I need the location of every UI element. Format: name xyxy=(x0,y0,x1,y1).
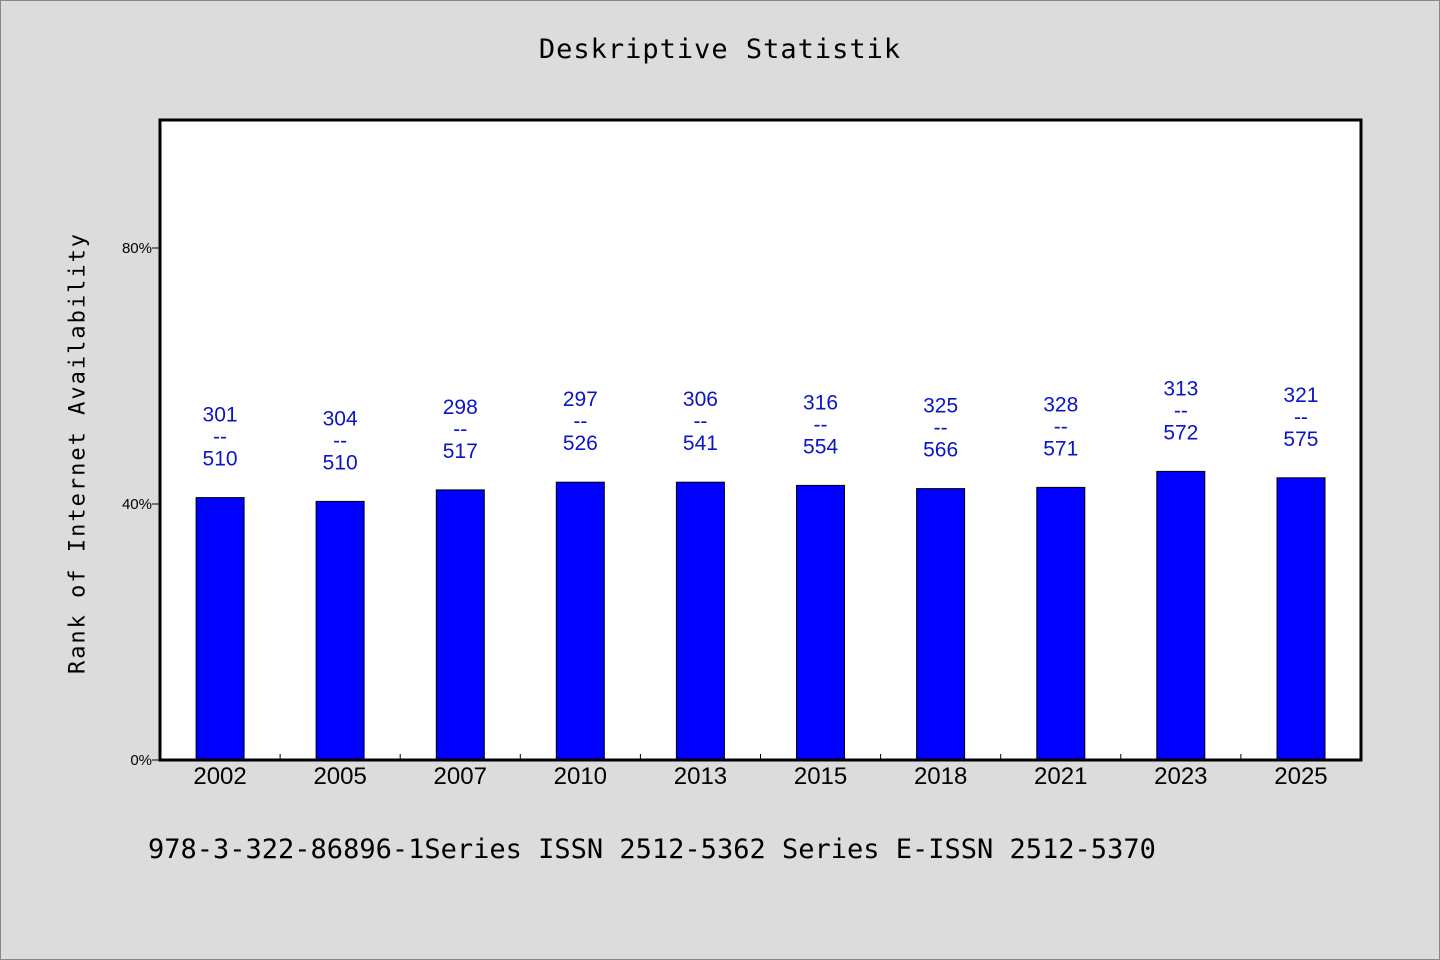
x-tick-label: 2023 xyxy=(1154,763,1207,790)
data-label: -- xyxy=(1294,406,1308,429)
data-label: -- xyxy=(934,417,948,440)
data-label: 325 xyxy=(923,395,958,418)
data-label: -- xyxy=(693,410,707,433)
x-tick-label: 2007 xyxy=(434,763,487,790)
bar xyxy=(1276,477,1326,761)
data-label: 321 xyxy=(1283,384,1318,407)
bar xyxy=(916,488,966,761)
data-label: 313 xyxy=(1163,377,1198,400)
data-label: 517 xyxy=(443,440,478,463)
data-label: -- xyxy=(573,410,587,433)
y-tick-label: 0% xyxy=(130,752,152,769)
data-label: 297 xyxy=(563,388,598,411)
data-label: 328 xyxy=(1043,393,1078,416)
data-label: -- xyxy=(453,418,467,441)
data-label: -- xyxy=(814,413,828,436)
data-label: 571 xyxy=(1043,437,1078,460)
data-label: 575 xyxy=(1283,428,1318,451)
x-tick-label: 2015 xyxy=(794,763,847,790)
x-tick-label: 2010 xyxy=(554,763,607,790)
data-label: 510 xyxy=(203,448,238,471)
data-label: -- xyxy=(213,426,227,449)
bar xyxy=(1036,486,1086,761)
data-label: 510 xyxy=(323,451,358,474)
plot-border xyxy=(158,118,1363,762)
data-label: 301 xyxy=(203,404,238,427)
chart-title: Deskriptive Statistik xyxy=(538,34,902,65)
bar xyxy=(555,481,605,761)
y-tick-label: 80% xyxy=(122,240,152,257)
bar xyxy=(675,481,725,761)
x-tick-label: 2018 xyxy=(914,763,967,790)
data-label: 541 xyxy=(683,432,718,455)
bar xyxy=(796,484,845,761)
x-tick-label: 2005 xyxy=(313,763,366,790)
data-label: 304 xyxy=(323,407,358,430)
data-label: 298 xyxy=(443,396,478,419)
footer-text: 978-3-322-86896-1Series ISSN 2512-5362 S… xyxy=(148,834,1156,865)
data-label: -- xyxy=(1174,399,1188,422)
data-label: 554 xyxy=(803,435,838,458)
bar xyxy=(435,489,485,761)
x-tick-label: 2013 xyxy=(674,763,727,790)
data-label: 526 xyxy=(563,432,598,455)
data-label: 316 xyxy=(803,391,838,414)
y-tick-label: 40% xyxy=(122,496,152,513)
data-label: -- xyxy=(1054,415,1068,438)
data-label: -- xyxy=(333,429,347,452)
x-tick-label: 2021 xyxy=(1034,763,1087,790)
x-tick-label: 2002 xyxy=(193,763,246,790)
x-tick-label: 2025 xyxy=(1274,763,1327,790)
bar xyxy=(1156,470,1206,761)
data-label: 566 xyxy=(923,439,958,462)
bar xyxy=(195,497,245,761)
data-label: 572 xyxy=(1163,421,1198,444)
data-label: 306 xyxy=(683,388,718,411)
bar xyxy=(315,500,365,761)
